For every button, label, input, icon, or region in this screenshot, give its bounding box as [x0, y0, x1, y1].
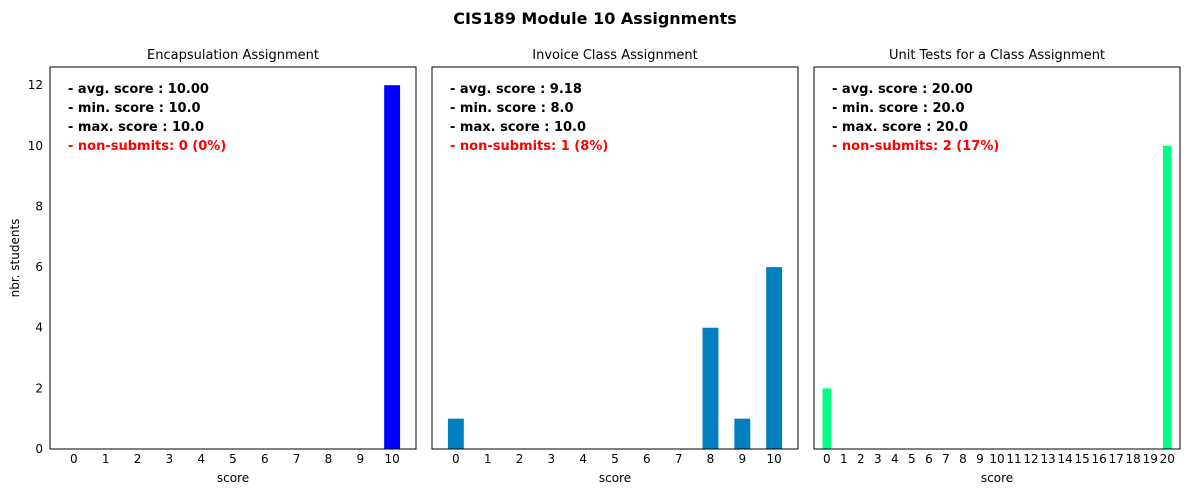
x-tick-label: 0: [823, 452, 831, 466]
x-tick-label: 2: [857, 452, 865, 466]
x-tick-label: 10: [384, 452, 399, 466]
x-tick-label: 13: [1040, 452, 1055, 466]
x-tick-label: 0: [452, 452, 460, 466]
x-tick-label: 1: [484, 452, 492, 466]
x-tick-label: 20: [1160, 452, 1175, 466]
x-tick-label: 4: [197, 452, 205, 466]
bar-10: [384, 85, 400, 449]
y-axis-label: nbr. students: [8, 219, 22, 298]
bar-10: [766, 267, 782, 449]
x-tick-label: 9: [356, 452, 364, 466]
x-tick-label: 11: [1006, 452, 1021, 466]
y-tick-label: 4: [35, 321, 43, 335]
x-axis-label: score: [981, 471, 1013, 485]
x-tick-label: 18: [1126, 452, 1141, 466]
x-tick-label: 16: [1091, 452, 1106, 466]
stats-line: - min. score : 20.0: [832, 101, 965, 116]
bar-8: [703, 328, 719, 449]
panel-title: Unit Tests for a Class Assignment: [889, 48, 1105, 63]
stats-line: - max. score : 20.0: [832, 120, 968, 135]
x-tick-label: 19: [1143, 452, 1158, 466]
x-tick-label: 6: [925, 452, 933, 466]
x-tick-label: 8: [325, 452, 333, 466]
stats-line: - avg. score : 9.18: [450, 82, 582, 97]
x-tick-label: 5: [611, 452, 619, 466]
panel-title: Encapsulation Assignment: [147, 48, 319, 63]
x-tick-label: 7: [293, 452, 301, 466]
x-tick-label: 1: [102, 452, 110, 466]
bar-0: [823, 388, 832, 449]
stats-line: - max. score : 10.0: [450, 120, 586, 135]
x-tick-label: 0: [70, 452, 78, 466]
x-tick-label: 3: [874, 452, 882, 466]
y-tick-label: 0: [35, 442, 43, 456]
panel-title: Invoice Class Assignment: [532, 48, 697, 63]
x-tick-label: 4: [579, 452, 587, 466]
x-axis-label: score: [217, 471, 249, 485]
stats-line: - min. score : 10.0: [68, 101, 201, 116]
x-tick-label: 12: [1023, 452, 1038, 466]
x-tick-label: 3: [548, 452, 556, 466]
x-tick-label: 6: [261, 452, 269, 466]
stats-line: - avg. score : 20.00: [832, 82, 973, 97]
x-tick-label: 5: [229, 452, 237, 466]
x-tick-label: 7: [942, 452, 950, 466]
x-axis-label: score: [599, 471, 631, 485]
stats-line: - max. score : 10.0: [68, 120, 204, 135]
x-tick-label: 8: [959, 452, 967, 466]
x-tick-label: 9: [976, 452, 984, 466]
x-tick-label: 6: [643, 452, 651, 466]
stats-line: - min. score : 8.0: [450, 101, 574, 116]
stats-line: - non-submits: 0 (0%): [68, 139, 226, 154]
y-tick-label: 10: [28, 139, 43, 153]
x-tick-label: 5: [908, 452, 916, 466]
x-tick-label: 2: [134, 452, 142, 466]
stats-line: - non-submits: 1 (8%): [450, 139, 608, 154]
x-tick-label: 4: [891, 452, 899, 466]
bar-9: [734, 419, 750, 449]
x-tick-label: 15: [1074, 452, 1089, 466]
x-tick-label: 14: [1057, 452, 1072, 466]
figure-suptitle: CIS189 Module 10 Assignments: [453, 9, 737, 28]
bar-0: [448, 419, 464, 449]
y-tick-label: 12: [28, 78, 43, 92]
x-tick-label: 10: [989, 452, 1004, 466]
bar-20: [1163, 146, 1172, 449]
panel-2: 0 1 2 3 4 5 6 7 8 9 10 Invoice Class Assignment scor…: [432, 48, 798, 485]
stats-line: - non-submits: 2 (17%): [832, 139, 999, 154]
x-tick-label: 10: [766, 452, 781, 466]
x-tick-label: 8: [707, 452, 715, 466]
x-tick-label: 9: [738, 452, 746, 466]
stats-line: - avg. score : 10.00: [68, 82, 209, 97]
y-tick-label: 2: [35, 381, 43, 395]
x-tick-label: 1: [840, 452, 848, 466]
x-tick-label: 7: [675, 452, 683, 466]
x-tick-label: 3: [166, 452, 174, 466]
y-tick-label: 6: [35, 260, 43, 274]
x-tick-label: 2: [516, 452, 524, 466]
x-tick-label: 17: [1109, 452, 1124, 466]
y-tick-label: 8: [35, 199, 43, 213]
